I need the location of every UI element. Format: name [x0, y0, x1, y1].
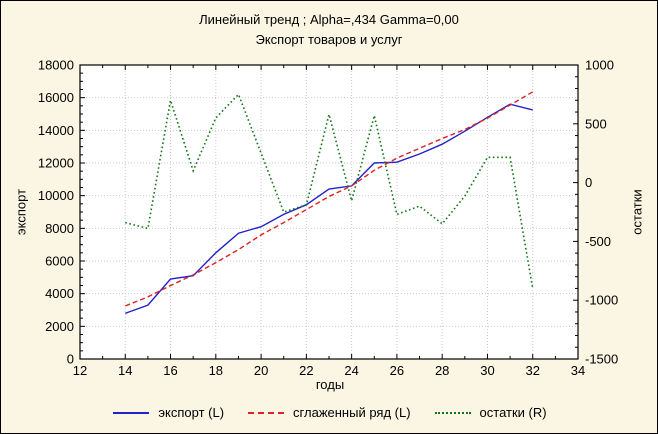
x-tick-label: 18	[209, 363, 223, 378]
chart-title: Линейный тренд ; Alpha=,434 Gamma=0,00	[199, 12, 459, 27]
x-tick-label: 20	[254, 363, 268, 378]
series-line-smoothed	[125, 91, 534, 307]
smoothed-line-sample	[248, 411, 285, 414]
y-right-tick-label: -1000	[585, 293, 618, 308]
legend-label-residuals: остатки (R)	[479, 405, 547, 420]
y-left-tick-label: 18000	[38, 58, 74, 73]
legend-item-residuals: остатки (R)	[434, 405, 547, 420]
export-line-sample	[113, 411, 150, 414]
y-left-tick-label: 12000	[38, 156, 74, 171]
y-left-tick-label: 2000	[45, 319, 74, 334]
x-tick-label: 14	[118, 363, 132, 378]
legend-label-export: экспорт (L)	[158, 405, 225, 420]
y-right-tick-label: 1000	[585, 58, 614, 73]
y-right-tick-label: 500	[585, 116, 607, 131]
y-left-tick-label: 0	[67, 352, 74, 367]
y-right-tick-label: 0	[585, 175, 592, 190]
x-tick-label: 28	[435, 363, 449, 378]
x-tick-label: 32	[525, 363, 539, 378]
residuals-line-sample	[434, 411, 471, 414]
x-tick-label: 30	[480, 363, 494, 378]
y-axis-label-left: экспорт	[13, 188, 29, 236]
chart-subtitle: Экспорт товаров и услуг	[255, 32, 403, 47]
y-right-tick-label: -1500	[585, 352, 618, 367]
x-tick-label: 34	[571, 363, 585, 378]
legend-item-export: экспорт (L)	[113, 405, 224, 420]
y-left-tick-label: 6000	[45, 254, 74, 269]
y-left-tick-label: 4000	[45, 286, 74, 301]
y-right-tick-label: -500	[585, 234, 611, 249]
x-axis-label: годы	[315, 377, 345, 392]
x-tick-label: 12	[73, 363, 87, 378]
x-tick-label: 22	[299, 363, 313, 378]
legend-item-smoothed: сглаженный ряд (L)	[248, 405, 411, 420]
x-tick-label: 24	[344, 363, 358, 378]
y-left-tick-label: 8000	[45, 221, 74, 236]
legend-label-smoothed: сглаженный ряд (L)	[293, 405, 411, 420]
x-tick-label: 26	[390, 363, 404, 378]
legend: экспорт (L) сглаженный ряд (L) остатки (…	[1, 405, 657, 420]
series-line-residuals	[125, 92, 534, 289]
y-axis-label-right: остатки	[629, 189, 645, 235]
series-line-export	[125, 103, 533, 314]
x-tick-label: 16	[163, 363, 177, 378]
y-left-tick-label: 10000	[38, 188, 74, 203]
y-left-tick-label: 14000	[38, 123, 74, 138]
y-left-tick-label: 16000	[38, 90, 74, 105]
